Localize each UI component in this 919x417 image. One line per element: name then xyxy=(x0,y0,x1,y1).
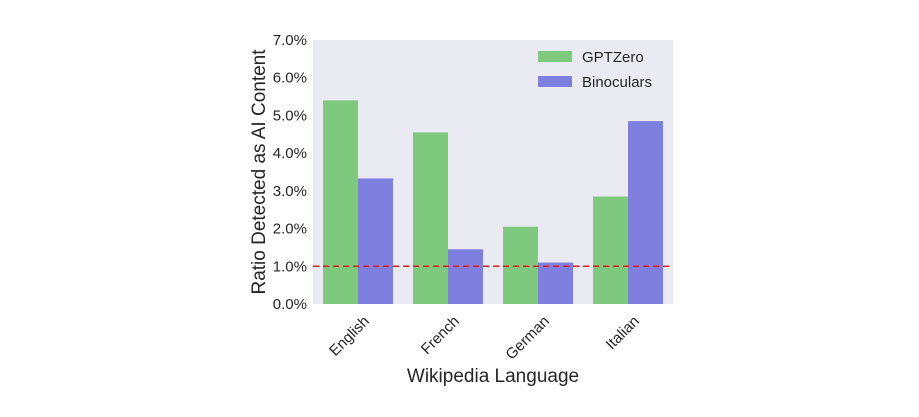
bar-binoculars-italian xyxy=(628,121,663,304)
y-tick-label: 3.0% xyxy=(273,183,307,200)
bar-gptzero-english xyxy=(323,100,358,304)
legend: GPTZero Binoculars xyxy=(538,49,652,91)
x-tick-label-italian: Italian xyxy=(603,313,643,353)
legend-label-gptzero: GPTZero xyxy=(582,49,644,66)
bar-gptzero-french xyxy=(413,132,448,304)
legend-swatch-gptzero xyxy=(538,51,572,62)
legend-swatch-binoculars xyxy=(538,76,572,87)
bar-gptzero-italian xyxy=(593,196,628,304)
y-axis-label: Ratio Detected as AI Content xyxy=(249,49,270,295)
y-tick-label: 7.0% xyxy=(273,32,307,49)
bar-binoculars-english xyxy=(358,178,393,304)
bar-gptzero-german xyxy=(503,226,538,304)
x-tick-label-french: French xyxy=(418,313,463,358)
x-tick-label-english: English xyxy=(326,313,373,360)
y-tick-label: 5.0% xyxy=(273,107,307,124)
x-tick-label-german: German xyxy=(502,313,552,363)
y-tick-label: 2.0% xyxy=(273,221,307,238)
x-axis-label: Wikipedia Language xyxy=(407,366,579,387)
y-tick-label: 4.0% xyxy=(273,145,307,162)
y-tick-label: 0.0% xyxy=(273,296,307,313)
x-tick-labels: English French German Italian xyxy=(326,313,643,363)
y-tick-labels: 0.0% 1.0% 2.0% 3.0% 4.0% 5.0% 6.0% 7.0% xyxy=(273,32,307,313)
y-tick-label: 1.0% xyxy=(273,258,307,275)
bar-binoculars-german xyxy=(538,262,573,304)
legend-label-binoculars: Binoculars xyxy=(582,74,652,91)
bars-group xyxy=(323,100,663,304)
bar-binoculars-french xyxy=(448,249,483,304)
y-tick-label: 6.0% xyxy=(273,70,307,87)
